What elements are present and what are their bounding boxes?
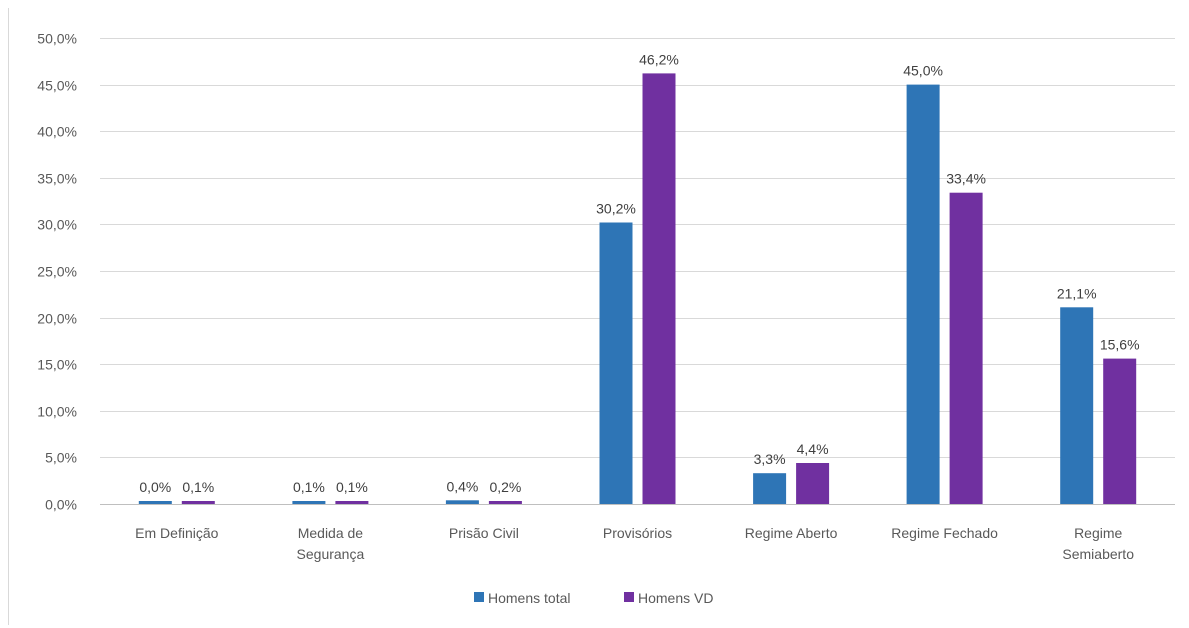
- legend-swatch: [474, 592, 484, 602]
- x-category-label-line: Regime: [1074, 525, 1122, 541]
- data-label: 0,1%: [336, 479, 368, 495]
- bar-homens-total: [753, 473, 787, 504]
- x-category-label: Regime Fechado: [891, 525, 998, 541]
- y-tick-label: 20,0%: [37, 311, 77, 327]
- bar-homens-vd: [642, 73, 676, 505]
- y-tick-label: 45,0%: [37, 78, 77, 94]
- bar-homens-total: [599, 222, 633, 504]
- data-label: 15,6%: [1100, 337, 1140, 353]
- legend-label: Homens total: [488, 590, 570, 606]
- x-category-label: Prisão Civil: [449, 525, 519, 541]
- gridlines: [100, 38, 1175, 505]
- data-label: 33,4%: [946, 171, 986, 187]
- data-label: 21,1%: [1057, 285, 1097, 301]
- x-category-label: Medida de Segurança: [297, 525, 365, 562]
- x-category-label: Em Definição: [135, 525, 218, 541]
- legend-label: Homens VD: [638, 590, 713, 606]
- data-labels: 0,0% 0,1% 0,1% 0,1% 0,4% 0,2% 30,2% 46,2% 3,3% 4,…: [139, 51, 1139, 495]
- y-tick-label: 15,0%: [37, 357, 77, 373]
- y-tick-label: 35,0%: [37, 171, 77, 187]
- x-axis-categories: Em Definição Medida de Segurança Prisão Civ…: [135, 525, 1134, 562]
- data-label: 4,4%: [797, 441, 829, 457]
- bar-homens-total: [138, 501, 172, 504]
- legend-swatch: [624, 592, 634, 602]
- y-tick-label: 0,0%: [45, 497, 77, 513]
- bar-homens-vd: [949, 192, 983, 504]
- x-category-label-line: Regime Fechado: [891, 525, 998, 541]
- data-label: 0,0%: [139, 479, 171, 495]
- data-label: 0,1%: [182, 479, 214, 495]
- x-category-label-line: Provisórios: [603, 525, 672, 541]
- y-tick-label: 10,0%: [37, 404, 77, 420]
- y-axis-ticks: 0,0% 5,0% 10,0% 15,0% 20,0% 25,0% 30,0% 35,0% 40…: [37, 31, 77, 513]
- y-tick-label: 25,0%: [37, 264, 77, 280]
- x-category-label-line: Regime Aberto: [745, 525, 838, 541]
- bar-homens-vd: [488, 501, 522, 504]
- x-category-label-line: Prisão Civil: [449, 525, 519, 541]
- x-category-label-line: Medida de: [298, 525, 364, 541]
- bar-homens-vd: [1103, 358, 1137, 504]
- x-category-label: Regime Aberto: [745, 525, 838, 541]
- bar-homens-total: [1060, 307, 1094, 504]
- x-category-label-line: Em Definição: [135, 525, 218, 541]
- x-category-label-line: Semiaberto: [1062, 546, 1134, 562]
- y-tick-label: 30,0%: [37, 217, 77, 233]
- data-label: 0,1%: [293, 479, 325, 495]
- y-tick-label: 40,0%: [37, 124, 77, 140]
- legend: Homens total Homens VD: [474, 590, 713, 606]
- bar-homens-vd: [796, 463, 830, 504]
- data-label: 0,2%: [489, 479, 521, 495]
- y-tick-label: 5,0%: [45, 450, 77, 466]
- x-category-label: Regime Semiaberto: [1062, 525, 1134, 562]
- y-tick-label: 50,0%: [37, 31, 77, 47]
- bars: [138, 73, 1137, 505]
- bar-homens-vd: [181, 501, 215, 504]
- data-label: 0,4%: [446, 478, 478, 494]
- bar-homens-vd: [335, 501, 369, 504]
- bar-homens-total: [445, 500, 479, 504]
- data-label: 45,0%: [903, 63, 943, 79]
- data-label: 3,3%: [754, 451, 786, 467]
- bar-homens-total: [292, 501, 326, 504]
- data-label: 30,2%: [596, 201, 636, 217]
- x-category-label: Provisórios: [603, 525, 672, 541]
- bar-homens-total: [906, 84, 940, 504]
- x-category-label-line: Segurança: [297, 546, 365, 562]
- data-label: 46,2%: [639, 51, 679, 67]
